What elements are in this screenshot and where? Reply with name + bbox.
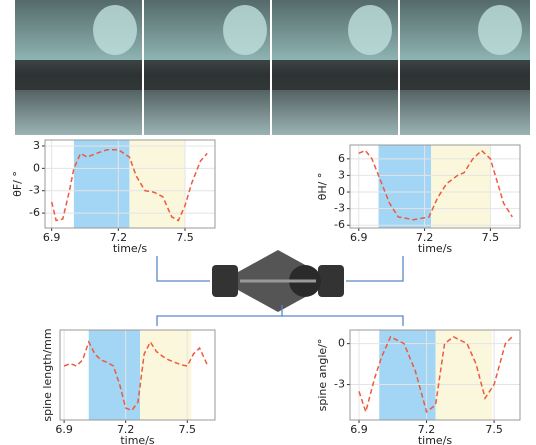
x-tick-label: 6.9 (350, 231, 368, 244)
photo-strip (15, 0, 530, 135)
y-tick-label: 0 (33, 161, 40, 174)
x-axis-label: time/s (418, 434, 453, 445)
x-tick-label: 7.5 (485, 423, 503, 436)
y-tick-label: -6 (334, 218, 345, 231)
y-axis-label: spine length/mm (41, 328, 54, 421)
x-tick-label: 7.5 (176, 231, 194, 244)
region (431, 145, 491, 228)
plot-frame (59, 329, 216, 421)
y-tick-label: 0 (338, 337, 345, 350)
y-tick-label: 6 (338, 152, 345, 165)
x-axis-label: time/s (113, 242, 148, 255)
region (378, 145, 432, 228)
x-tick-label: 7.5 (179, 423, 197, 436)
y-tick-label: 0 (338, 185, 345, 198)
plot-frame (349, 329, 521, 421)
y-tick-label: -3 (334, 378, 345, 391)
y-tick-label: 3 (338, 168, 345, 181)
y-tick-label: -3 (29, 184, 40, 197)
x-tick-label: 6.9 (43, 231, 61, 244)
y-axis-label: θH/ ° (316, 173, 329, 201)
region (140, 330, 192, 420)
region (88, 330, 141, 420)
region (73, 140, 130, 228)
plot-frame (44, 139, 216, 229)
plot-frame (349, 144, 521, 229)
x-tick-label: 7.2 (117, 423, 135, 436)
x-tick-label: 7.2 (418, 423, 436, 436)
x-tick-label: 7.2 (416, 231, 434, 244)
y-axis-label: θF/ ° (11, 171, 24, 197)
x-tick-label: 6.9 (350, 423, 368, 436)
x-axis-label: time/s (418, 242, 453, 255)
y-axis-label: spine angle/° (316, 339, 329, 412)
y-tick-label: -3 (334, 202, 345, 215)
data-line (50, 148, 208, 222)
x-axis-label: time/s (120, 434, 155, 445)
region (129, 140, 185, 228)
y-tick-label: 3 (33, 139, 40, 152)
y-tick-label: -6 (29, 206, 40, 219)
x-tick-label: 7.5 (482, 231, 500, 244)
robot (212, 250, 344, 312)
arrows (156, 256, 404, 326)
x-tick-label: 6.9 (55, 423, 73, 436)
x-tick-label: 7.2 (110, 231, 128, 244)
data-line (63, 340, 209, 412)
